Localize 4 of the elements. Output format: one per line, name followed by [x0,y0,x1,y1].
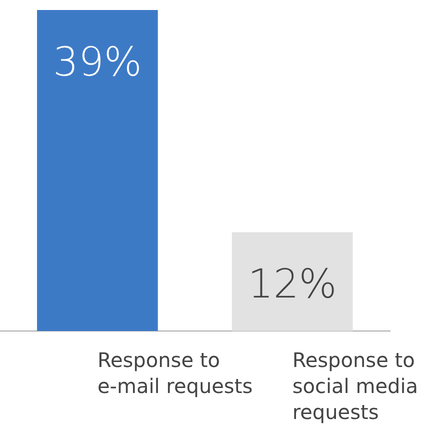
data-label: 39% [52,39,142,86]
data-label: 12% [248,262,337,308]
x-tick-label: Response to e-mail requests [97,348,253,398]
x-tick-label: Response to social media requests [292,348,418,424]
